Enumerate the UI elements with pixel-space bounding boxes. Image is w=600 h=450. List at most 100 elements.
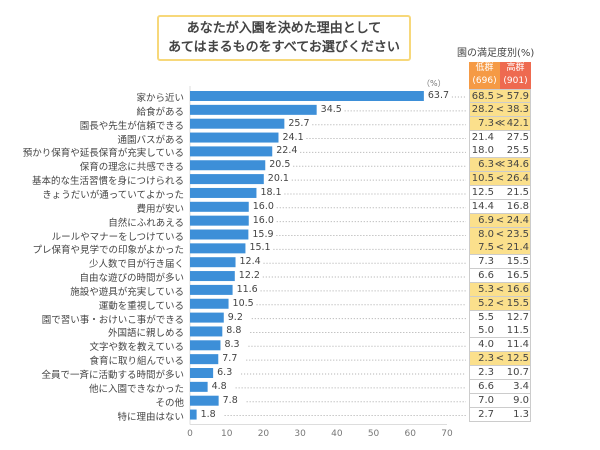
comparison-symbol: [494, 131, 506, 144]
category-label: 外国語に親しめる: [107, 328, 184, 340]
category-label: 預かり保育や延長保育が充実している: [22, 148, 184, 160]
bar: [190, 146, 273, 157]
low-value: 2.3: [478, 353, 494, 365]
high-value: 57.9: [506, 91, 529, 102]
comparison-symbol: [494, 255, 506, 268]
table-row: 7.3 ≪ 42.1: [469, 116, 531, 131]
low-value: 6.6: [478, 270, 494, 282]
table-row: 5.5 12.7: [469, 310, 531, 325]
value-label: 4.8: [211, 380, 227, 392]
bar: [190, 118, 285, 129]
high-value: 12.5: [506, 353, 529, 365]
category-label: 園で習い事・おけいこ事ができる: [41, 314, 184, 326]
category-label: 基本的な生活習慣を身につけられる: [31, 176, 184, 188]
table-row: 28.2 <38.3: [469, 102, 531, 117]
low-value: 4.0: [478, 339, 494, 351]
low-value: 5.2: [478, 297, 494, 309]
bar: [190, 187, 257, 198]
low-value: 2.7: [478, 408, 494, 420]
high-header-n: (901): [503, 76, 528, 86]
high-group-header: 高群 (901): [500, 62, 531, 90]
value-label: 20.1: [267, 173, 289, 185]
table-row: 6.6 3.4: [469, 379, 531, 394]
value-label: 10.5: [232, 297, 254, 309]
table-row: 10.5 <26.4: [469, 172, 531, 187]
category-label: 園長や先生が信頼できる: [79, 120, 184, 132]
value-label: 16.0: [252, 214, 274, 226]
low-value: 5.0: [478, 325, 494, 337]
high-value: 1.3: [513, 408, 529, 420]
low-value: 68.5: [471, 91, 494, 102]
table-row: 18.0 25.5: [469, 144, 531, 159]
low-value: 12.5: [471, 186, 494, 198]
value-label: 34.5: [320, 103, 342, 115]
value-label: 15.1: [249, 242, 271, 254]
bar: [190, 368, 214, 378]
high-value: 21.4: [506, 242, 529, 254]
comparison-symbol: <: [495, 173, 505, 185]
bar: [190, 160, 266, 171]
comparison-symbol: <: [495, 297, 505, 309]
category-label: 自然にふれあえる: [108, 217, 184, 229]
table-row: 8.0 <23.5: [469, 227, 531, 242]
bar: [190, 340, 221, 351]
value-label: 18.1: [260, 186, 282, 198]
table-row: 5.3 <16.6: [469, 282, 531, 297]
table-row: 6.9 <24.4: [469, 213, 531, 228]
x-tick-label: 10: [220, 428, 233, 439]
high-value: 25.5: [506, 145, 529, 157]
table-row: 21.4 27.5: [469, 130, 531, 145]
bar: [190, 409, 197, 420]
high-value: 16.8: [506, 200, 529, 212]
category-label: 自由な遊びの時間が多い: [79, 273, 184, 285]
value-label: 7.7: [222, 353, 238, 365]
category-label: 給食がある: [136, 106, 184, 118]
chart-title: あなたが入園を決めた理由として あてはまるものをすべてお選びください: [157, 15, 411, 61]
comparison-symbol: [494, 324, 506, 337]
low-value: 5.5: [478, 311, 494, 323]
table-row: 6.3 ≪ 34.6: [469, 158, 531, 173]
high-value: 10.7: [506, 367, 529, 378]
bar: [190, 201, 249, 212]
value-label: 25.7: [288, 117, 310, 129]
low-header-n: (696): [472, 76, 497, 86]
value-label: 8.8: [226, 325, 242, 337]
bar: [190, 229, 249, 240]
high-value: 34.6: [506, 159, 529, 171]
comparison-symbol: <: [495, 283, 505, 295]
comparison-symbol: [494, 394, 506, 407]
category-label: 家から近い: [136, 93, 184, 104]
x-tick-label: 70: [441, 428, 453, 439]
comparison-symbol: <: [495, 103, 505, 115]
table-row: 7.3 15.5: [469, 255, 531, 270]
comparison-symbol: ≪: [494, 159, 506, 171]
comparison-symbol: <: [495, 242, 505, 254]
comparison-symbol: [494, 380, 506, 393]
low-value: 7.3: [478, 117, 494, 129]
bar: [190, 354, 219, 365]
low-value: 28.2: [471, 103, 494, 115]
comparison-symbol: [494, 200, 506, 213]
low-value: 10.5: [471, 173, 494, 185]
category-label: 保育の理念に共感できる: [79, 162, 184, 174]
category-label: ルールやマナーをしつけている: [51, 231, 184, 243]
category-label: 施設や遊具が充実している: [70, 286, 184, 298]
bar: [190, 215, 249, 226]
low-value: 8.0: [478, 228, 494, 240]
value-label: 9.2: [227, 311, 243, 323]
low-value: 5.3: [478, 283, 494, 295]
x-tick-label: 30: [294, 428, 306, 439]
table-title: 園の満足度別(%): [457, 48, 535, 59]
title-line-1: あなたが入園を決めた理由として: [186, 21, 382, 36]
x-tick-label: 0: [187, 428, 193, 439]
bar: [190, 174, 264, 185]
comparison-symbol: ≪: [494, 117, 506, 129]
category-label: 運動を重視している: [98, 300, 184, 312]
bar: [190, 132, 279, 143]
value-label: 16.0: [252, 200, 274, 212]
comparison-symbol: [494, 269, 506, 282]
high-header-label: 高群: [506, 63, 525, 73]
x-tick-label: 40: [331, 428, 343, 439]
table-row: 2.7 1.3: [469, 407, 531, 422]
